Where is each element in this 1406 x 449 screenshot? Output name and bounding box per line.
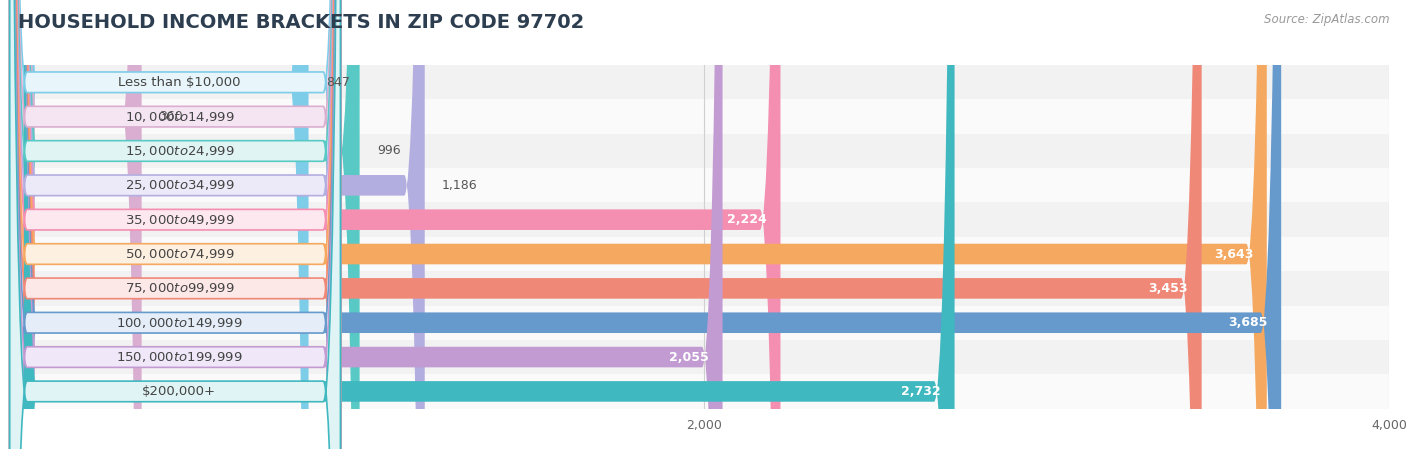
FancyBboxPatch shape <box>18 0 425 449</box>
FancyBboxPatch shape <box>10 0 340 449</box>
Text: $15,000 to $24,999: $15,000 to $24,999 <box>125 144 235 158</box>
Text: Less than $10,000: Less than $10,000 <box>118 76 240 89</box>
FancyBboxPatch shape <box>18 0 955 449</box>
Text: $10,000 to $14,999: $10,000 to $14,999 <box>125 110 235 123</box>
FancyBboxPatch shape <box>18 0 1281 449</box>
FancyBboxPatch shape <box>10 0 340 449</box>
FancyBboxPatch shape <box>18 0 308 449</box>
FancyBboxPatch shape <box>10 0 340 449</box>
Bar <box>18 305 1389 340</box>
FancyBboxPatch shape <box>10 0 340 449</box>
Text: HOUSEHOLD INCOME BRACKETS IN ZIP CODE 97702: HOUSEHOLD INCOME BRACKETS IN ZIP CODE 97… <box>18 13 585 32</box>
Text: $75,000 to $99,999: $75,000 to $99,999 <box>125 282 235 295</box>
Text: 996: 996 <box>377 145 401 158</box>
Bar <box>18 65 1389 99</box>
Text: 1,186: 1,186 <box>441 179 478 192</box>
FancyBboxPatch shape <box>18 0 723 449</box>
Bar <box>18 100 1389 134</box>
FancyBboxPatch shape <box>10 0 340 449</box>
Text: $25,000 to $34,999: $25,000 to $34,999 <box>125 178 235 192</box>
Text: 3,453: 3,453 <box>1149 282 1188 295</box>
FancyBboxPatch shape <box>10 0 340 449</box>
Text: 3,685: 3,685 <box>1227 316 1267 329</box>
Bar <box>18 202 1389 237</box>
Text: 847: 847 <box>326 76 350 89</box>
FancyBboxPatch shape <box>10 0 340 449</box>
Text: 2,732: 2,732 <box>901 385 941 398</box>
FancyBboxPatch shape <box>18 0 142 449</box>
Text: Source: ZipAtlas.com: Source: ZipAtlas.com <box>1264 13 1389 26</box>
Text: $100,000 to $149,999: $100,000 to $149,999 <box>117 316 243 330</box>
Bar <box>18 134 1389 168</box>
Bar <box>18 237 1389 271</box>
Text: 2,224: 2,224 <box>727 213 766 226</box>
Bar <box>18 271 1389 305</box>
FancyBboxPatch shape <box>18 0 360 449</box>
Text: $50,000 to $74,999: $50,000 to $74,999 <box>125 247 235 261</box>
Text: 2,055: 2,055 <box>669 351 709 364</box>
FancyBboxPatch shape <box>18 0 1267 449</box>
Text: 360: 360 <box>159 110 183 123</box>
Text: $35,000 to $49,999: $35,000 to $49,999 <box>125 213 235 227</box>
Bar <box>18 374 1389 409</box>
Bar <box>18 340 1389 374</box>
FancyBboxPatch shape <box>10 0 340 449</box>
FancyBboxPatch shape <box>10 0 340 449</box>
Text: $150,000 to $199,999: $150,000 to $199,999 <box>117 350 243 364</box>
FancyBboxPatch shape <box>18 0 780 449</box>
Text: $200,000+: $200,000+ <box>142 385 217 398</box>
Bar <box>18 168 1389 202</box>
Text: 3,643: 3,643 <box>1213 247 1253 260</box>
FancyBboxPatch shape <box>10 0 340 449</box>
FancyBboxPatch shape <box>18 0 1202 449</box>
